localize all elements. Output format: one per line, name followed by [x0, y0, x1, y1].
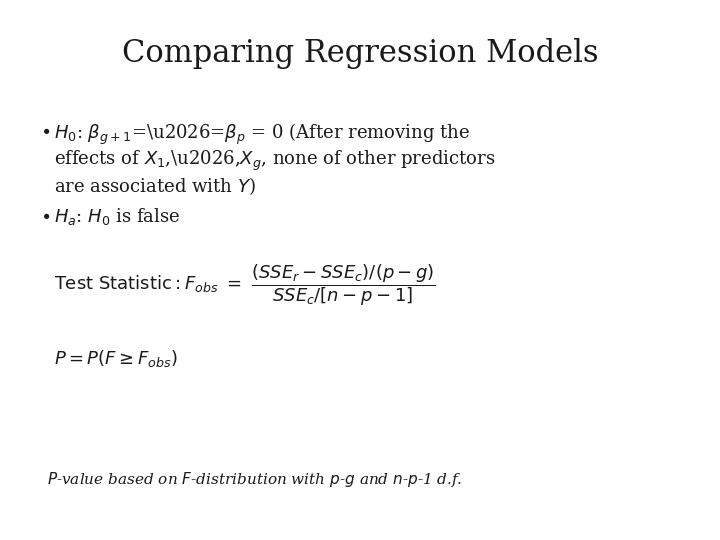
Text: $H_0$: $\beta_{g+1}$=\u2026=$\beta_p$ = 0 (After removing the: $H_0$: $\beta_{g+1}$=\u2026=$\beta_p$ = … — [54, 122, 470, 147]
Text: $H_a$: $H_0$ is false: $H_a$: $H_0$ is false — [54, 206, 180, 227]
Text: $P$-value based on $F$-distribution with $p$-$g$ and $n$-$p$-1 d.f.: $P$-value based on $F$-distribution with… — [47, 470, 462, 489]
Text: $\bullet$: $\bullet$ — [40, 206, 50, 224]
Text: $\mathrm{Test\ Statistic}: F_{obs}\ =\ \dfrac{(SSE_r - SSE_c)/(p-g)}{SSE_c/[n-p-: $\mathrm{Test\ Statistic}: F_{obs}\ =\ \… — [54, 262, 436, 308]
Text: are associated with $Y$): are associated with $Y$) — [54, 176, 256, 197]
Text: Comparing Regression Models: Comparing Regression Models — [122, 38, 598, 69]
Text: effects of $X_1$,\u2026,$X_g$, none of other predictors: effects of $X_1$,\u2026,$X_g$, none of o… — [54, 148, 495, 173]
Text: $\bullet$: $\bullet$ — [40, 122, 50, 139]
Text: $P = P(F \geq F_{obs})$: $P = P(F \geq F_{obs})$ — [54, 348, 178, 369]
